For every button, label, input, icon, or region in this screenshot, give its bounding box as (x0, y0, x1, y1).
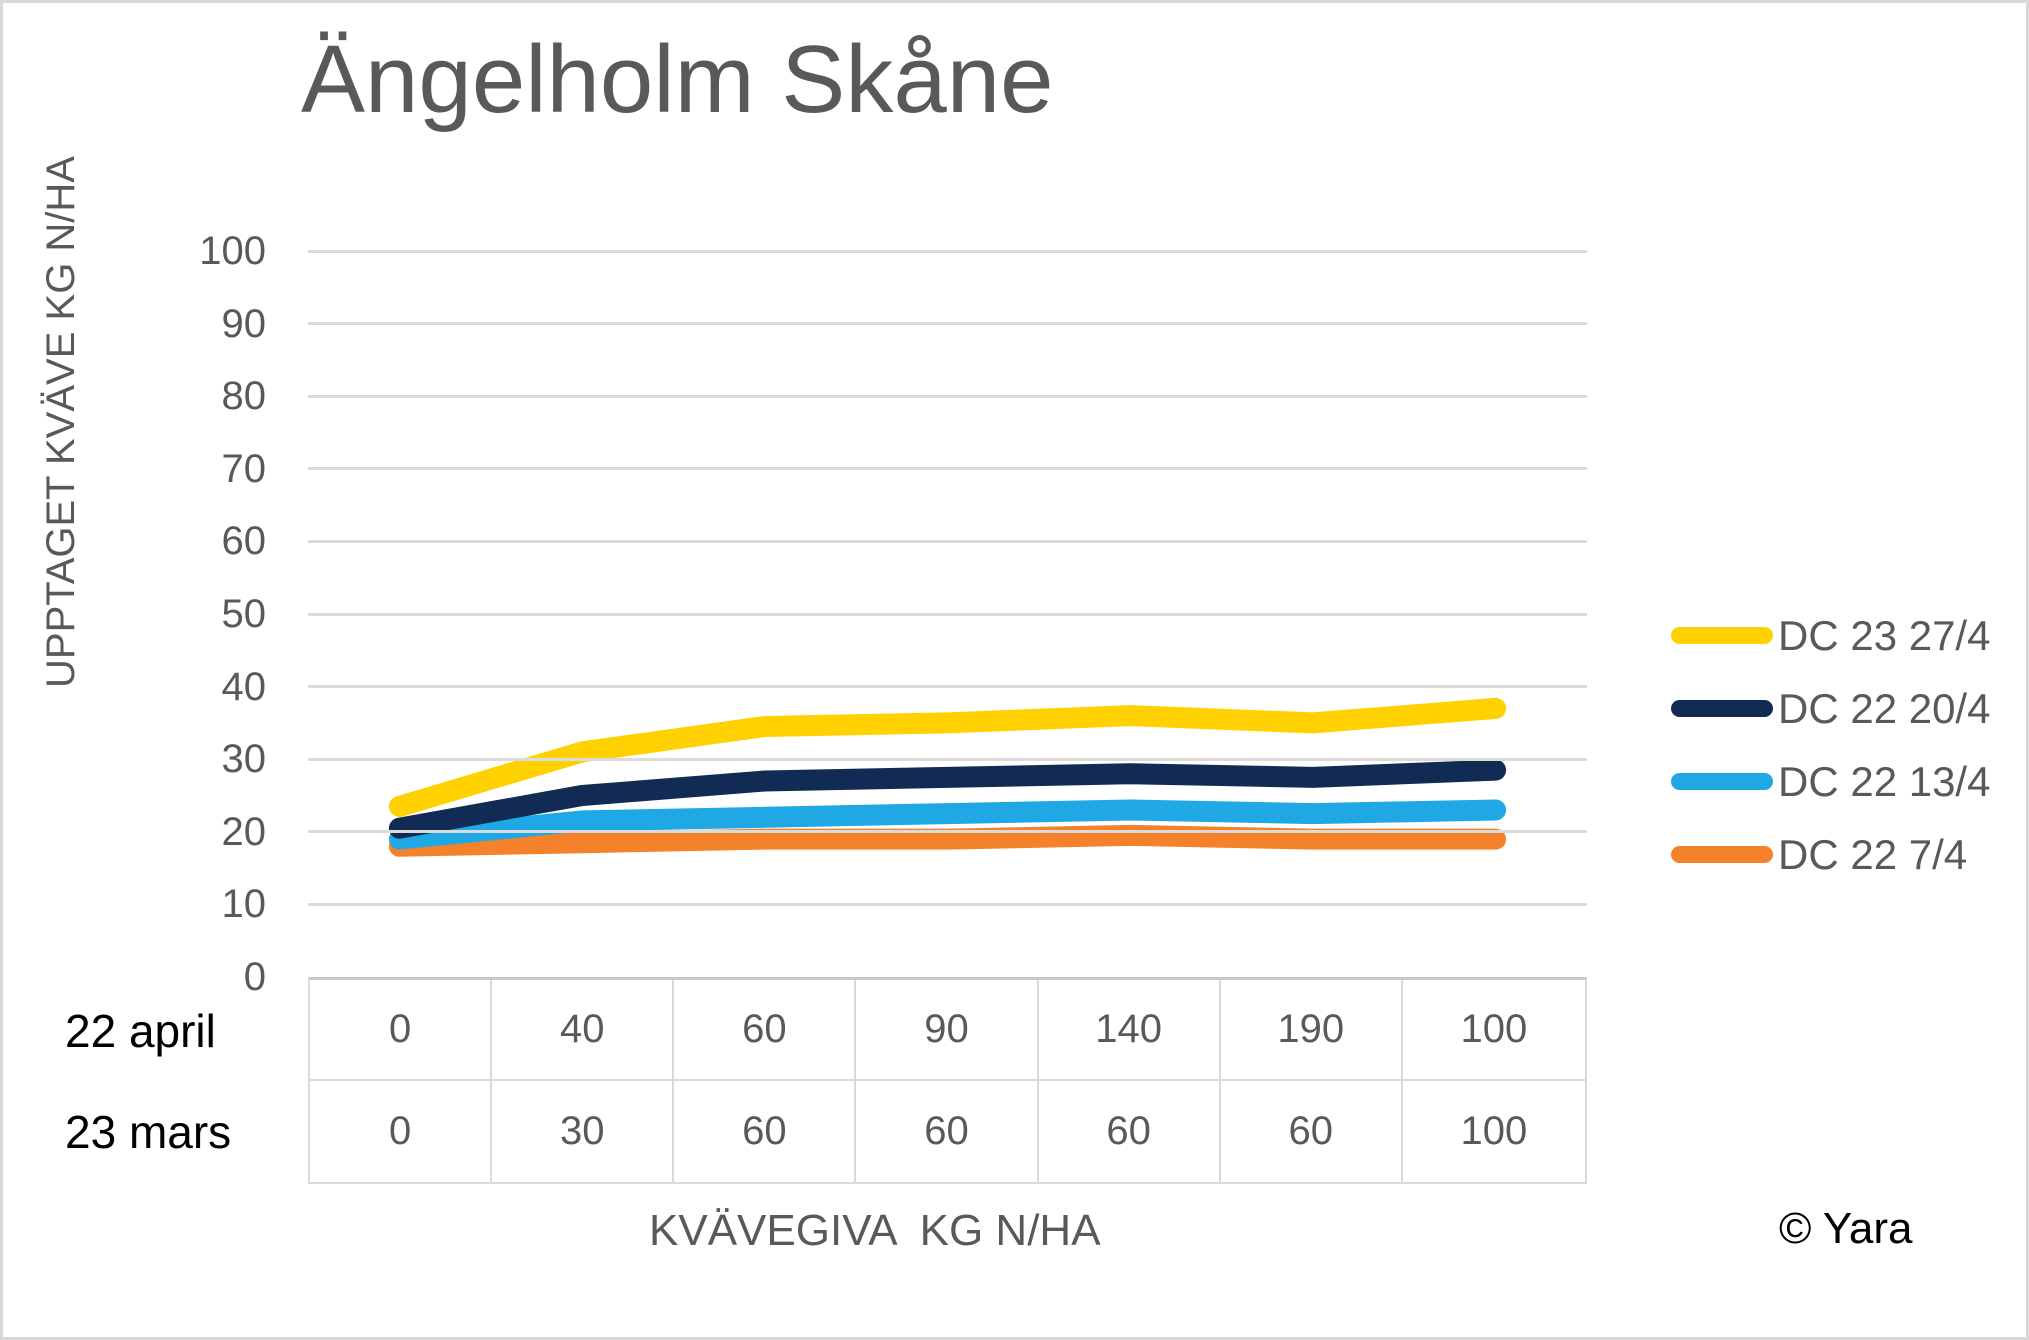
gridline-y-40 (308, 685, 1587, 689)
series-line-dc-22-7-4 (388, 824, 1507, 857)
table-cell: 60 (674, 980, 857, 1081)
gridline-y-90 (308, 322, 1587, 326)
table-cell: 0 (310, 980, 493, 1081)
legend-swatch-icon (1671, 846, 1773, 863)
y-tick-label-70: 70 (221, 446, 267, 491)
legend-swatch-icon (1671, 627, 1773, 644)
plot-area (308, 249, 1587, 977)
table-cell: 60 (1221, 1081, 1403, 1182)
table-cell: 90 (856, 980, 1039, 1081)
legend-item: DC 22 20/4 (1671, 672, 1990, 745)
table-cell: 0 (310, 1081, 493, 1182)
gridline-y-60 (308, 539, 1587, 543)
table-cell: 190 (1220, 980, 1403, 1081)
y-tick-label-60: 60 (221, 519, 267, 564)
table-cell: 140 (1038, 980, 1221, 1081)
y-tick-label-100: 100 (199, 229, 266, 273)
table-row-label: 23 mars (65, 1105, 232, 1158)
gridline-y-100 (308, 249, 1587, 253)
y-tick-label-30: 30 (221, 737, 267, 782)
legend: DC 23 27/4 DC 22 20/4 DC 22 13/4 DC 22 7/4 (1671, 599, 1990, 891)
chart-title: Ängelholm Skåne (301, 26, 1054, 133)
legend-label: DC 23 27/4 (1778, 611, 1991, 659)
table-cell: 100 (1402, 980, 1585, 1081)
x-axis-data-table: 0 40 60 90 140 190 100 0 30 60 60 60 60 100 (308, 977, 1587, 1184)
gridline-y-20 (308, 830, 1587, 834)
gridline-y-50 (308, 612, 1587, 616)
series-line-dc-22-13-4 (388, 799, 1507, 850)
gridline-y-70 (308, 467, 1587, 471)
copyright-watermark: © Yara (1779, 1204, 1913, 1253)
table-cell: 60 (674, 1081, 857, 1182)
series-line-dc-22-20-4 (388, 759, 1507, 839)
table-row-label: 22 april (65, 1004, 216, 1057)
legend-item: DC 23 27/4 (1671, 599, 1990, 672)
table-cell: 100 (1460, 1109, 1528, 1153)
x-axis-title: KVÄVEGIVA KG N/HA (649, 1206, 1101, 1255)
y-axis-title: UPPTAGET KVÄVE KG N/HA (39, 156, 83, 688)
y-tick-label-80: 80 (221, 374, 267, 419)
y-tick-label-90: 90 (221, 301, 267, 346)
gridline-y-80 (308, 394, 1587, 398)
legend-item: DC 22 7/4 (1671, 818, 1990, 891)
table-cell: 60 (1039, 1081, 1221, 1182)
y-tick-label-20: 20 (221, 809, 267, 854)
table-cell: 40 (492, 980, 675, 1081)
gridline-y-30 (308, 757, 1587, 761)
table-cell: 60 (856, 1081, 1039, 1182)
legend-swatch-icon (1671, 773, 1773, 790)
legend-label: DC 22 20/4 (1778, 684, 1991, 732)
gridline-y-10 (308, 902, 1587, 906)
legend-item: DC 22 13/4 (1671, 745, 1990, 818)
table-cell: 30 (492, 1081, 675, 1182)
legend-label: DC 22 7/4 (1778, 830, 1968, 878)
y-tick-label-50: 50 (221, 592, 267, 636)
y-tick-label-10: 10 (221, 882, 267, 927)
y-tick-label-40: 40 (221, 664, 267, 709)
legend-label: DC 22 13/4 (1778, 757, 1991, 805)
series-lines (388, 697, 1507, 857)
series-line-dc-23-27-4 (388, 697, 1507, 817)
y-tick-label-0: 0 (243, 955, 266, 999)
legend-swatch-icon (1671, 700, 1773, 717)
